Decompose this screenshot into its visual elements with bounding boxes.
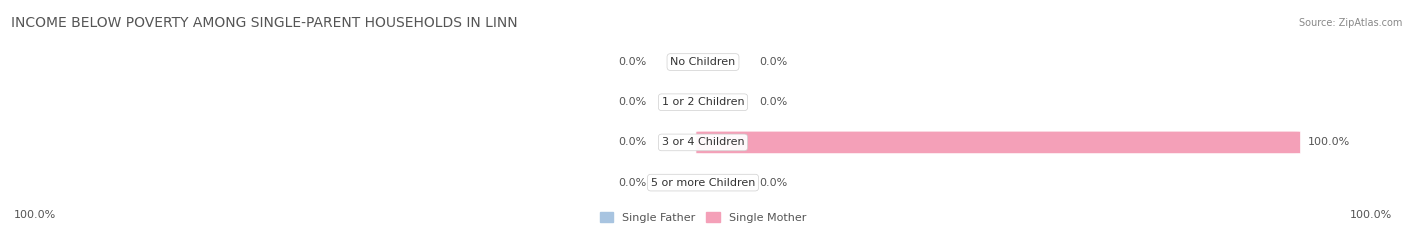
Text: 3 or 4 Children: 3 or 4 Children xyxy=(662,137,744,147)
Text: 0.0%: 0.0% xyxy=(619,178,647,188)
Legend: Single Father, Single Mother: Single Father, Single Mother xyxy=(596,208,810,228)
Text: No Children: No Children xyxy=(671,57,735,67)
Text: INCOME BELOW POVERTY AMONG SINGLE-PARENT HOUSEHOLDS IN LINN: INCOME BELOW POVERTY AMONG SINGLE-PARENT… xyxy=(11,16,517,30)
Text: 1 or 2 Children: 1 or 2 Children xyxy=(662,97,744,107)
Text: 0.0%: 0.0% xyxy=(759,97,787,107)
Text: 0.0%: 0.0% xyxy=(619,57,647,67)
Text: 0.0%: 0.0% xyxy=(759,57,787,67)
FancyBboxPatch shape xyxy=(696,131,1301,154)
Text: 0.0%: 0.0% xyxy=(619,97,647,107)
Text: 100.0%: 100.0% xyxy=(1350,210,1392,220)
Text: 5 or more Children: 5 or more Children xyxy=(651,178,755,188)
Text: 0.0%: 0.0% xyxy=(619,137,647,147)
Text: 100.0%: 100.0% xyxy=(14,210,56,220)
Text: 100.0%: 100.0% xyxy=(1308,137,1350,147)
Text: Source: ZipAtlas.com: Source: ZipAtlas.com xyxy=(1299,18,1403,28)
Text: 0.0%: 0.0% xyxy=(759,178,787,188)
